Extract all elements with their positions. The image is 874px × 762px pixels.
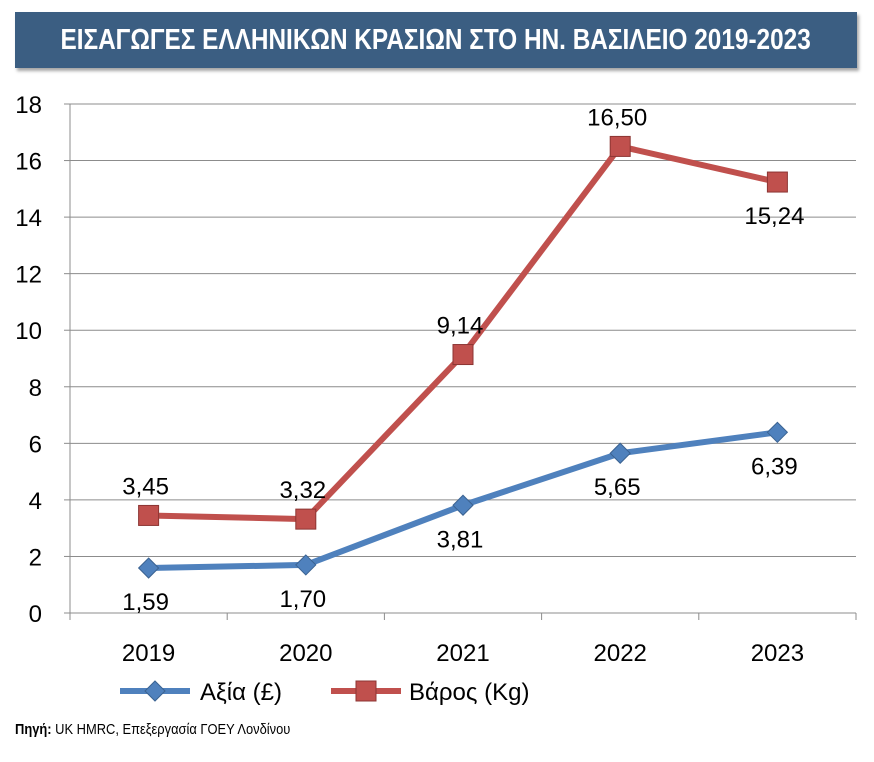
y-tick-label: 12 xyxy=(15,262,42,289)
data-point-marker xyxy=(355,680,377,702)
data-label: 3,45 xyxy=(122,473,169,500)
x-tick-label: 2020 xyxy=(279,640,332,667)
data-point-marker xyxy=(766,171,788,193)
data-label: 9,14 xyxy=(437,313,484,340)
x-tick-label: 2019 xyxy=(122,640,175,667)
x-tick-label: 2023 xyxy=(751,640,804,667)
source-note: Πηγή: UK HMRC, Επεξεργασία ΓΟΕΥ Λονδίνου xyxy=(15,721,290,738)
y-tick-label: 14 xyxy=(15,205,42,232)
y-tick-label: 16 xyxy=(15,149,42,176)
chart-title: ΕΙΣΑΓΩΓΕΣ ΕΛΛΗΝΙΚΩΝ ΚΡΑΣΙΩΝ ΣΤΟ ΗΝ. ΒΑΣΙ… xyxy=(60,23,812,56)
source-text: UK HMRC, Επεξεργασία ΓΟΕΥ Λονδίνου xyxy=(51,721,291,738)
y-tick-label: 8 xyxy=(29,375,42,402)
y-tick-label: 18 xyxy=(15,92,42,119)
y-tick-label: 10 xyxy=(15,318,42,345)
data-point-marker xyxy=(144,680,166,702)
data-label: 16,50 xyxy=(587,104,647,131)
data-label: 3,32 xyxy=(279,477,326,504)
legend-label: Βάρος (Kg) xyxy=(409,679,529,706)
data-point-marker xyxy=(609,135,631,157)
y-tick-label: 6 xyxy=(29,431,42,458)
data-point-marker xyxy=(452,344,474,366)
data-label: 15,24 xyxy=(744,203,804,230)
x-tick-label: 2022 xyxy=(594,640,647,667)
data-label: 6,39 xyxy=(751,453,798,480)
y-tick-label: 2 xyxy=(29,544,42,571)
y-tick-label: 4 xyxy=(29,488,42,515)
legend-label: Αξία (£) xyxy=(200,679,282,706)
data-label: 1,70 xyxy=(279,586,326,613)
y-tick-label: 0 xyxy=(29,601,42,628)
data-label: 3,81 xyxy=(437,526,484,553)
data-point-marker xyxy=(138,504,160,526)
chart-title-banner: ΕΙΣΑΓΩΓΕΣ ΕΛΛΗΝΙΚΩΝ ΚΡΑΣΙΩΝ ΣΤΟ ΗΝ. ΒΑΣΙ… xyxy=(15,12,857,68)
data-point-marker xyxy=(137,557,160,579)
data-point-marker xyxy=(452,494,474,516)
data-point-marker xyxy=(295,554,317,576)
data-point-marker xyxy=(609,442,631,464)
data-label: 1,59 xyxy=(122,589,169,616)
data-point-marker xyxy=(766,421,789,444)
data-label: 5,65 xyxy=(594,474,641,501)
x-tick-label: 2021 xyxy=(436,640,489,667)
data-point-marker xyxy=(295,508,317,530)
source-label: Πηγή: xyxy=(15,721,52,738)
